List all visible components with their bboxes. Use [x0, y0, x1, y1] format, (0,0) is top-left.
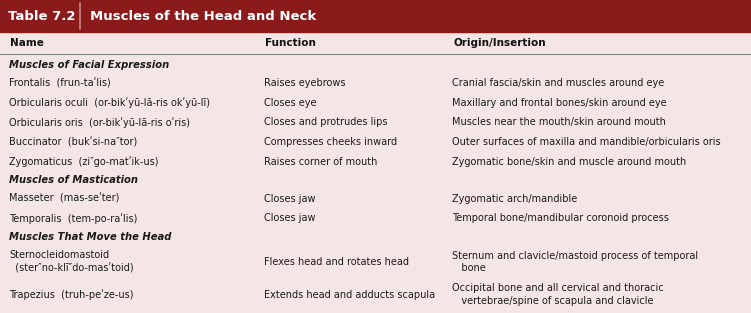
Text: Buccinator  (bukʹsi-na″tor): Buccinator (bukʹsi-na″tor) [9, 137, 137, 147]
Text: Raises corner of mouth: Raises corner of mouth [264, 157, 378, 167]
Text: Muscles of the Head and Neck: Muscles of the Head and Neck [90, 9, 316, 23]
Text: Sternocleidomastoid
  (ster″no-klī″do-masʹtoid): Sternocleidomastoid (ster″no-klī″do-masʹ… [9, 250, 134, 274]
Text: Orbicularis oculi  (or-bikʹyū-lā-ris okʹyū-lī): Orbicularis oculi (or-bikʹyū-lā-ris okʹy… [9, 97, 210, 108]
Text: Compresses cheeks inward: Compresses cheeks inward [264, 137, 397, 147]
Text: Frontalis  (frun-taʹlis): Frontalis (frun-taʹlis) [9, 78, 110, 88]
Text: Cranial fascia/skin and muscles around eye: Cranial fascia/skin and muscles around e… [452, 78, 665, 88]
Text: Zygomatic bone/skin and muscle around mouth: Zygomatic bone/skin and muscle around mo… [452, 157, 686, 167]
Text: Closes jaw: Closes jaw [264, 213, 316, 223]
Text: Closes eye: Closes eye [264, 98, 317, 108]
Text: Zygomatic arch/mandible: Zygomatic arch/mandible [452, 194, 578, 204]
Text: Closes jaw: Closes jaw [264, 194, 316, 204]
Text: Outer surfaces of maxilla and mandible/orbicularis oris: Outer surfaces of maxilla and mandible/o… [452, 137, 721, 147]
Text: Zygomaticus  (zi″go-matʹik-us): Zygomaticus (zi″go-matʹik-us) [9, 156, 158, 167]
Text: Origin/Insertion: Origin/Insertion [453, 38, 546, 48]
Text: Occipital bone and all cervical and thoracic
   vertebrae/spine of scapula and c: Occipital bone and all cervical and thor… [452, 283, 664, 306]
Text: Maxillary and frontal bones/skin around eye: Maxillary and frontal bones/skin around … [452, 98, 667, 108]
Text: Temporal bone/mandibular coronoid process: Temporal bone/mandibular coronoid proces… [452, 213, 669, 223]
Text: Orbicularis oris  (or-bikʹyū-lā-ris oʹris): Orbicularis oris (or-bikʹyū-lā-ris oʹris… [9, 117, 190, 128]
Text: Muscles That Move the Head: Muscles That Move the Head [9, 232, 171, 242]
Text: Table 7.2: Table 7.2 [8, 9, 76, 23]
Text: Masseter  (mas-seʹter): Masseter (mas-seʹter) [9, 193, 119, 204]
Text: Muscles of Facial Expression: Muscles of Facial Expression [9, 60, 169, 70]
Text: Extends head and adducts scapula: Extends head and adducts scapula [264, 290, 436, 300]
Text: Name: Name [10, 38, 44, 48]
Text: Temporalis  (tem-po-raʹlis): Temporalis (tem-po-raʹlis) [9, 213, 137, 224]
Text: Trapezius  (truh-peʹze-us): Trapezius (truh-peʹze-us) [9, 289, 134, 300]
Bar [0, 0, 751, 32]
Text: Muscles of Mastication: Muscles of Mastication [9, 175, 138, 185]
Text: Closes and protrudes lips: Closes and protrudes lips [264, 117, 388, 127]
Text: Function: Function [265, 38, 316, 48]
Text: Raises eyebrows: Raises eyebrows [264, 78, 346, 88]
Text: Muscles near the mouth/skin around mouth: Muscles near the mouth/skin around mouth [452, 117, 666, 127]
Text: Sternum and clavicle/mastoid process of temporal
   bone: Sternum and clavicle/mastoid process of … [452, 251, 698, 273]
Text: Flexes head and rotates head: Flexes head and rotates head [264, 257, 409, 267]
